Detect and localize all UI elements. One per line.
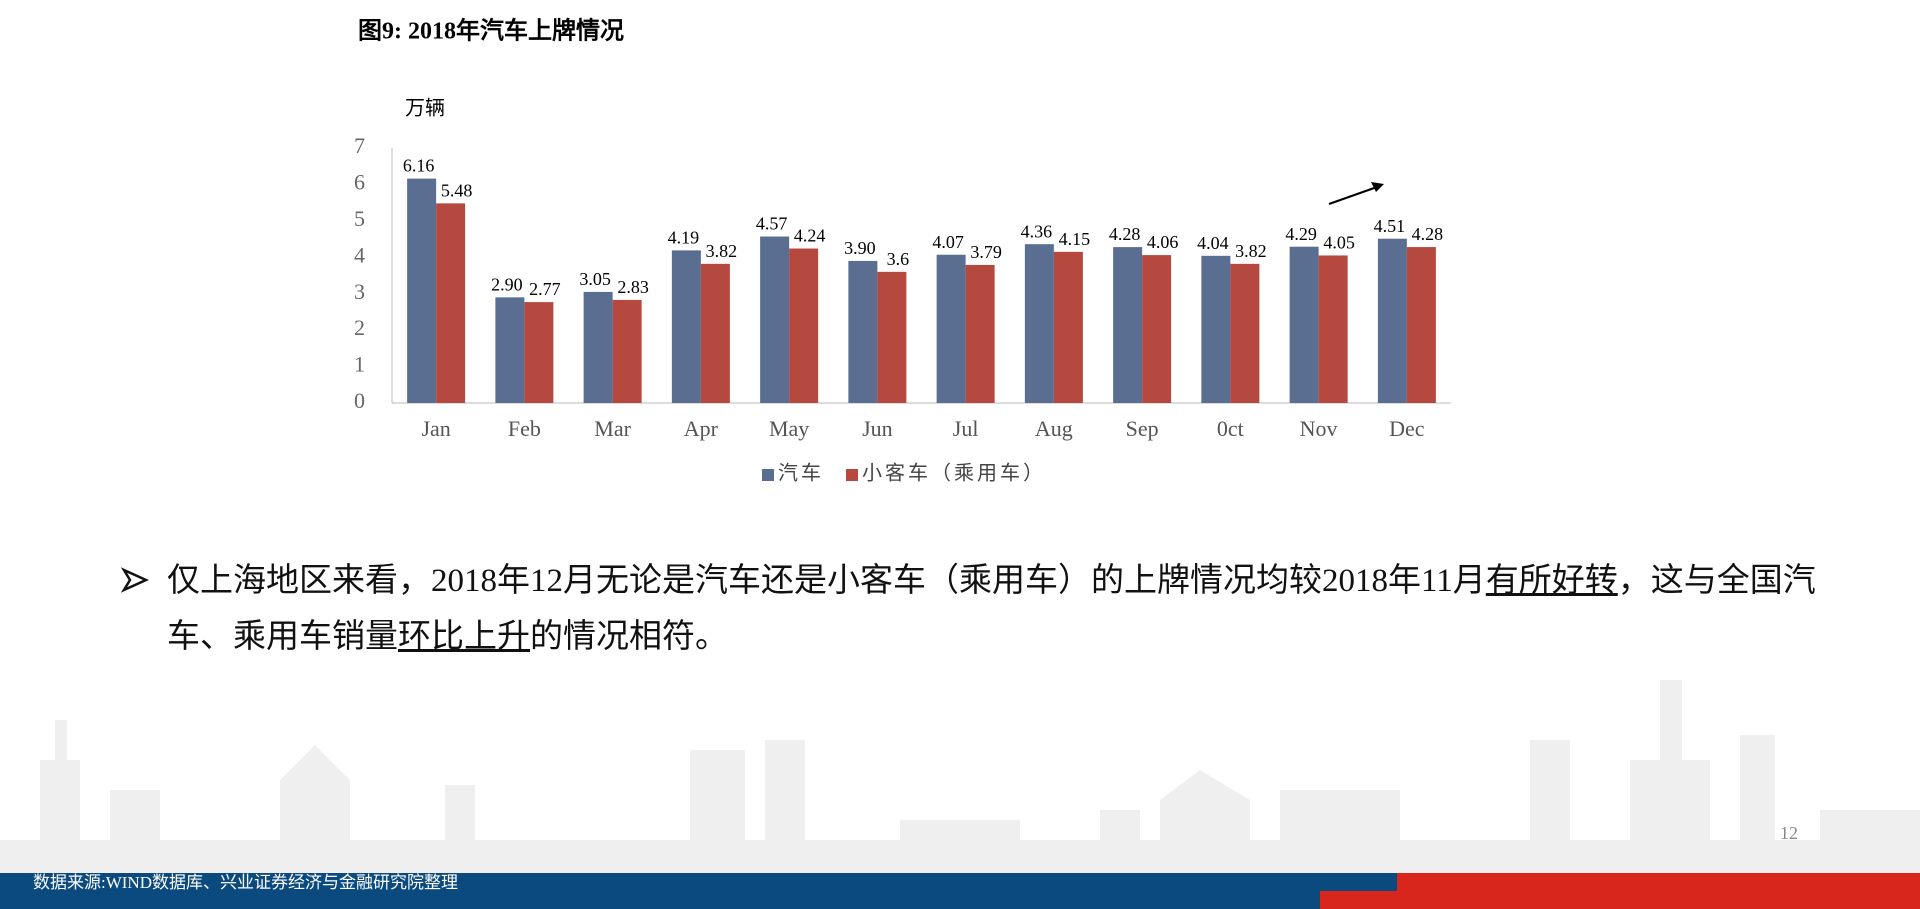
bar (612, 299, 642, 403)
bar (524, 302, 554, 403)
bar (1318, 255, 1348, 403)
bar (407, 178, 437, 403)
bar (436, 203, 466, 403)
bar (789, 248, 819, 403)
text: 的情况相符。 (530, 619, 728, 655)
text: 仅上海地区来看，2018年12月无论是汽车还是小客车（乘用车）的上牌情况均较20… (167, 563, 1486, 599)
paragraph: 仅上海地区来看，2018年12月无论是汽车还是小客车（乘用车）的上牌情况均较20… (167, 553, 1827, 665)
data-label: 2.83 (617, 277, 649, 297)
arrow-head (1371, 182, 1384, 192)
data-label: 4.29 (1285, 224, 1317, 244)
data-label: 3.79 (970, 242, 1002, 262)
bar (671, 250, 701, 403)
x-tick-label: Aug (1035, 416, 1073, 441)
y-tick-label: 0 (354, 388, 365, 413)
x-tick-label: Jun (862, 416, 893, 441)
x-tick-label: Feb (508, 416, 541, 441)
data-label: 4.06 (1147, 232, 1179, 252)
y-tick-label: 3 (354, 279, 365, 304)
bar (1406, 247, 1436, 403)
data-label: 4.57 (756, 214, 788, 234)
data-label: 4.28 (1109, 224, 1141, 244)
text: 有所好转 (1485, 563, 1618, 599)
data-label: 6.16 (403, 156, 435, 176)
bar (1142, 255, 1172, 403)
chart-title: 图9: 2018年汽车上牌情况 (358, 17, 624, 45)
data-label: 2.77 (529, 279, 561, 299)
y-tick-label: 5 (354, 206, 365, 231)
y-tick-label: 2 (354, 315, 365, 340)
bar (583, 291, 613, 403)
data-label: 4.15 (1059, 229, 1091, 249)
data-label: 4.05 (1323, 233, 1355, 253)
footer-bar (0, 873, 1397, 909)
legend-swatch (762, 469, 774, 481)
data-label: 4.04 (1197, 233, 1229, 253)
bar (1230, 263, 1260, 403)
bullet (120, 567, 150, 593)
page-number: 12 (1780, 823, 1798, 843)
data-label: 2.90 (491, 274, 523, 294)
data-label: 3.05 (579, 269, 611, 289)
legend-label: 小客车（乘用车） (862, 462, 1046, 485)
legend-swatch (846, 469, 858, 481)
y-tick-label: 1 (354, 352, 365, 377)
data-label: 4.07 (932, 232, 964, 252)
bar (936, 254, 966, 403)
bar (700, 263, 730, 403)
skyline (0, 680, 1920, 873)
data-label: 4.51 (1374, 216, 1406, 236)
x-tick-label: Jan (421, 416, 450, 441)
x-tick-label: Jul (953, 416, 979, 441)
bar (1113, 247, 1143, 403)
data-label: 5.48 (441, 180, 473, 200)
x-tick-label: Apr (684, 416, 719, 441)
bar (495, 297, 525, 403)
x-tick-label: Sep (1126, 416, 1159, 441)
data-label: 4.19 (668, 227, 700, 247)
data-label: 3.82 (1235, 241, 1267, 261)
source-note: 数据来源:WIND数据库、兴业证券经济与金融研究院整理 (33, 873, 458, 892)
x-tick-label: Mar (594, 416, 631, 441)
bar (1024, 244, 1054, 403)
bar (1377, 238, 1407, 403)
data-label: 4.24 (794, 226, 826, 246)
bar (760, 236, 790, 403)
y-tick-label: 7 (354, 133, 365, 158)
data-label: 3.6 (887, 249, 910, 269)
bar (848, 260, 878, 403)
y-tick-label: 6 (354, 169, 365, 194)
arrow (1328, 186, 1378, 205)
x-tick-label: May (769, 416, 809, 441)
y-axis-label: 万辆 (405, 97, 445, 120)
bar (1289, 246, 1319, 403)
bar (1201, 255, 1231, 403)
text: ，这与全国汽车、乘用车销量 (167, 563, 1816, 655)
footer-accent (1320, 891, 1397, 909)
x-tick-label: 0ct (1217, 416, 1244, 441)
data-label: 4.36 (1021, 221, 1053, 241)
bar (877, 271, 907, 403)
legend-label: 汽车 (778, 462, 824, 485)
x-tick-label: Nov (1300, 416, 1338, 441)
y-tick-label: 4 (354, 242, 365, 267)
data-label: 3.82 (706, 241, 738, 261)
text: 环比上升 (398, 619, 530, 655)
bar (965, 264, 995, 403)
bar (1053, 251, 1083, 403)
data-label: 3.90 (844, 238, 876, 258)
data-label: 4.28 (1412, 224, 1444, 244)
x-tick-label: Dec (1389, 416, 1425, 441)
footer-accent (1397, 873, 1920, 909)
